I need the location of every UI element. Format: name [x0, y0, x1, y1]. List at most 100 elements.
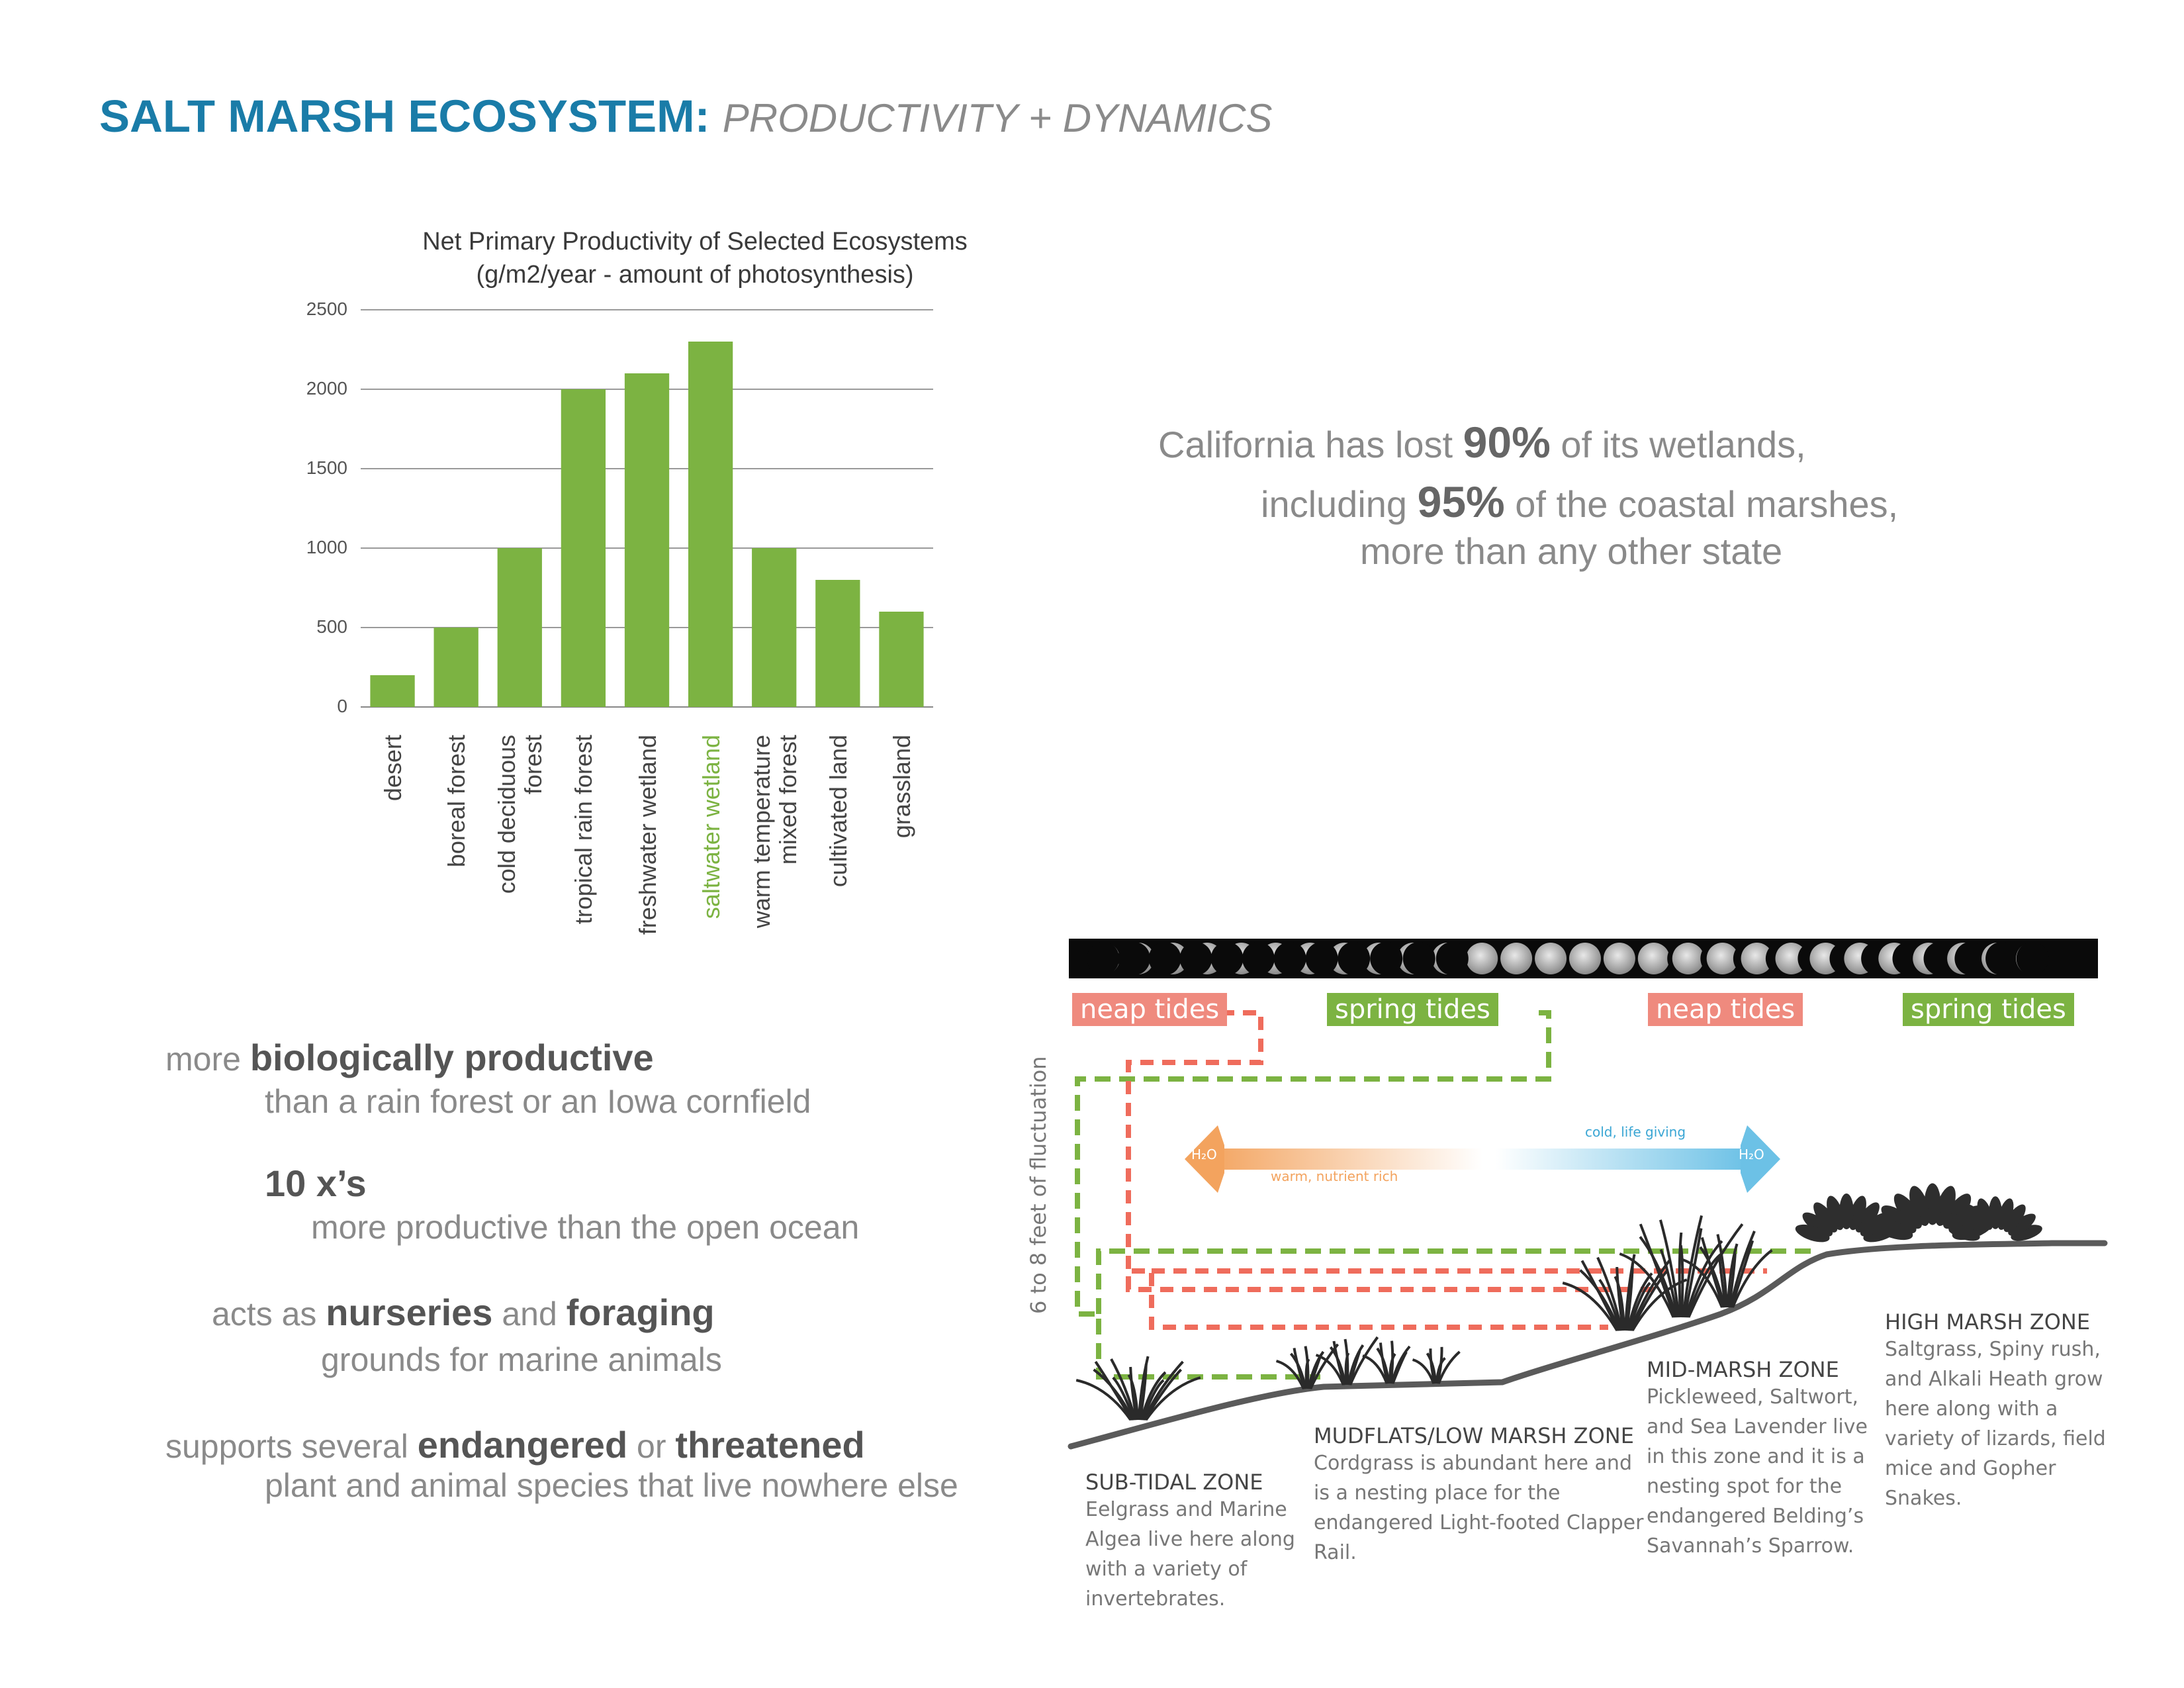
shrub-leaf: [2003, 1204, 2026, 1233]
moon-shadow: [1954, 941, 1987, 976]
grass-blade: [1619, 1252, 1675, 1318]
moon-phase-icon: [1500, 943, 1533, 974]
y-tick-label: 500: [316, 616, 347, 637]
grass-blade: [1630, 1269, 1669, 1331]
stat-l1-pre: California has lost: [1158, 424, 1463, 465]
label-spring-tides-1: spring tides: [1327, 993, 1498, 1026]
moon-shadow: [1242, 941, 1275, 976]
bullet-4-pre: supports several: [165, 1428, 418, 1465]
grass-blade: [1726, 1243, 1739, 1308]
page-title: SALT MARSH ECOSYSTEM: PRODUCTIVITY + DYN…: [99, 90, 1272, 142]
grass-blade: [1718, 1256, 1727, 1308]
grass-blade: [1343, 1338, 1349, 1385]
shrub-leaf: [1872, 1219, 1913, 1241]
grass-blade: [1308, 1356, 1322, 1389]
bullet-4-bold2: threatened: [675, 1424, 865, 1466]
moon-shadow: [1148, 941, 1181, 976]
chart-title: Net Primary Productivity of Selected Eco…: [422, 228, 968, 256]
moon-shadow: [1305, 941, 1338, 976]
grass-blade: [1093, 1368, 1134, 1421]
grass-blade: [1596, 1256, 1623, 1331]
grass-blade: [1629, 1260, 1670, 1331]
ground-profile: [1068, 1240, 2108, 1450]
bar: [752, 548, 797, 707]
warm-label: warm, nutrient rich: [1271, 1168, 1398, 1184]
label-spring-tides-2: spring tides: [1903, 993, 2074, 1026]
grass-blade: [1639, 1223, 1676, 1318]
bullet-3-pre: acts as: [212, 1295, 326, 1333]
stat-90: 90%: [1463, 418, 1551, 467]
title-main: SALT MARSH ECOSYSTEM:: [99, 91, 710, 142]
y-tick-label: 1000: [306, 537, 347, 557]
bar: [815, 580, 860, 707]
x-category-label: grassland: [887, 735, 915, 839]
moon-shadow: [1435, 941, 1469, 976]
grass-blade: [1137, 1356, 1150, 1421]
title-sub: PRODUCTIVITY + DYNAMICS: [722, 96, 1273, 140]
y-tick-label: 1500: [306, 457, 347, 478]
grass-blade: [1683, 1228, 1703, 1318]
grass-blade: [1730, 1240, 1754, 1308]
x-category-label: warm temperature: [747, 735, 775, 929]
moon-shadow: [1985, 941, 2019, 976]
x-category-label: tropical rain forest: [570, 735, 598, 925]
x-category-label: freshwater wetland: [633, 735, 661, 935]
grass-blade: [1141, 1379, 1165, 1421]
x-category-label: forest: [520, 735, 547, 795]
chart-subtitle: (g/m2/year - amount of photosynthesis): [476, 261, 914, 289]
grass-blade: [1579, 1269, 1621, 1331]
grass-blade: [1729, 1231, 1756, 1308]
bar: [497, 548, 542, 707]
chart-title-block: Net Primary Productivity of Selected Eco…: [331, 225, 1059, 291]
h2o-left: H₂O: [1191, 1147, 1217, 1162]
bullet-2-bold: 10 x’s: [265, 1162, 367, 1204]
grass-blade: [1347, 1350, 1361, 1385]
grass-blade: [1329, 1346, 1347, 1385]
grass-blade: [1140, 1371, 1167, 1421]
grass-blade: [1289, 1352, 1307, 1389]
zone-subtidal: SUB-TIDAL ZONE Eelgrass and Marine Algea…: [1085, 1470, 1310, 1614]
zone-midmarsh-desc: Pickleweed, Saltwort, and Sea Lavender l…: [1647, 1385, 1868, 1558]
bar: [370, 675, 415, 707]
moon-shadow: [1210, 941, 1244, 976]
grass-blade: [1349, 1336, 1379, 1385]
grass-blade: [1142, 1360, 1184, 1421]
moon-phase-icon: [1741, 943, 1773, 974]
zone-subtidal-desc: Eelgrass and Marine Algea live here alon…: [1085, 1498, 1295, 1611]
shrub-leaf: [2011, 1225, 2042, 1241]
zone-mudflats: MUDFLATS/LOW MARSH ZONE Cordgrass is abu…: [1314, 1423, 1645, 1568]
bullet-4-bold1: endangered: [417, 1424, 628, 1466]
grass-blade: [1426, 1352, 1437, 1384]
grass-blade: [1615, 1266, 1625, 1331]
grass-blade: [1639, 1236, 1678, 1318]
grass-blade: [1075, 1379, 1132, 1421]
shrub-leaf: [1848, 1196, 1866, 1231]
grass-blade: [1731, 1249, 1773, 1308]
marsh-plant-icon: [1075, 1183, 2042, 1421]
zone-midmarsh: MID-MARSH ZONE Pickleweed, Saltwort, and…: [1647, 1357, 1872, 1561]
grass-blade: [1376, 1347, 1390, 1384]
grass-blade: [1682, 1215, 1704, 1318]
shrub-leaf: [1795, 1224, 1830, 1243]
moon-phase-icon: [1466, 943, 1498, 974]
zone-highmarsh-desc: Saltgrass, Spiny rush, and Alkali Heath …: [1885, 1338, 2106, 1510]
moon-shadow: [1370, 941, 1403, 976]
grass-blade: [1614, 1276, 1626, 1331]
spring-tide-range-line: [1075, 1010, 1813, 1380]
bar: [688, 342, 733, 707]
bullet-3-line2: grounds for marine animals: [321, 1341, 722, 1378]
bullet-3-bold2: foraging: [566, 1291, 715, 1333]
moon-phase-icon: [1535, 943, 1567, 974]
zone-mudflats-desc: Cordgrass is abundant here and is a nest…: [1314, 1452, 1644, 1564]
grass-blade: [1699, 1246, 1726, 1308]
zone-subtidal-title: SUB-TIDAL ZONE: [1085, 1470, 1263, 1495]
grass-blade: [1144, 1368, 1183, 1421]
bullet-2: 10 x’s: [265, 1162, 367, 1205]
moon-shadow: [1923, 941, 1956, 976]
stat-line-3: more than any other state: [1360, 530, 1783, 572]
grass-blade: [1625, 1264, 1634, 1331]
grass-blade: [1436, 1346, 1443, 1384]
grass-blade: [1678, 1232, 1683, 1318]
bar: [879, 612, 924, 707]
fluctuation-label: 6 to 8 feet of fluctuation: [1026, 1056, 1051, 1315]
